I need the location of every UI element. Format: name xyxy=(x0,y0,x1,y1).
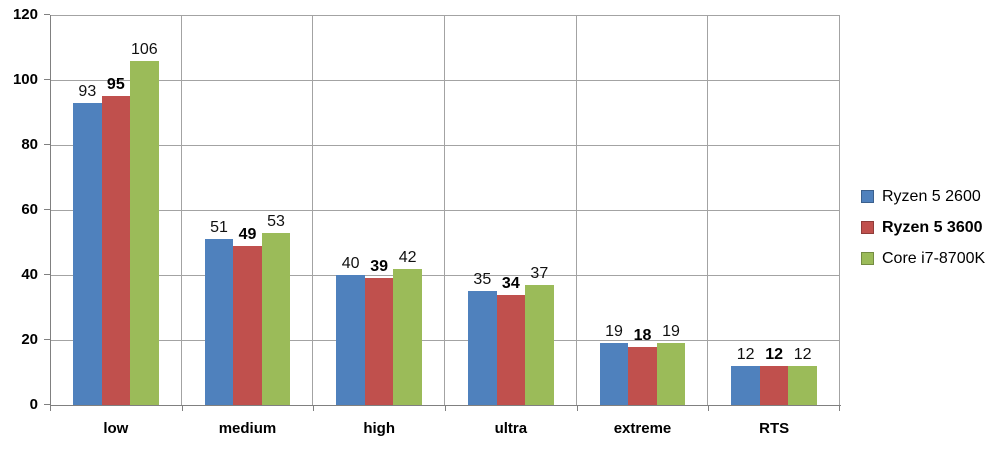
bar-high-ryzen-5-2600 xyxy=(336,275,365,405)
bar-ultra-ryzen-5-3600 xyxy=(496,294,526,405)
bar-extreme-ryzen-5-2600 xyxy=(599,343,629,405)
y-axis-tick-label: 60 xyxy=(21,201,38,218)
bar-RTS-ryzen-5-2600 xyxy=(731,366,760,405)
legend-label: Ryzen 5 2600 xyxy=(882,187,981,205)
legend-item: Ryzen 5 2600 xyxy=(861,188,985,205)
bar-value-label: 19 xyxy=(662,323,680,341)
bar-value-label: 12 xyxy=(736,346,755,363)
y-axis-tick-label: 0 xyxy=(29,396,38,413)
bar-high-ryzen-5-3600 xyxy=(364,278,394,405)
y-axis-tick xyxy=(44,14,50,15)
y-axis-tick xyxy=(44,144,50,145)
legend-label: Ryzen 5 3600 xyxy=(882,218,983,236)
bar-value-label: 12 xyxy=(793,346,812,363)
category-label: medium xyxy=(218,420,277,437)
y-axis-tick xyxy=(44,404,50,405)
gridline-horizontal xyxy=(50,275,840,276)
x-axis-tick xyxy=(445,406,446,411)
gridline-vertical xyxy=(707,15,709,405)
gridline-horizontal xyxy=(50,145,840,146)
bar-value-label: 95 xyxy=(106,76,125,94)
legend-color-swatch xyxy=(861,190,874,203)
bar-value-label: 106 xyxy=(130,40,158,58)
bar-value-label: 42 xyxy=(398,248,417,266)
x-axis-tick xyxy=(313,406,315,411)
category-label: low xyxy=(103,420,129,437)
bar-RTS-core-i7-8700k xyxy=(788,366,817,405)
bar-value-label: 49 xyxy=(238,225,257,243)
bar-ultra-ryzen-5-2600 xyxy=(468,291,497,405)
legend-color-swatch xyxy=(861,221,874,234)
bar-value-label: 34 xyxy=(501,274,520,292)
bar-medium-ryzen-5-2600 xyxy=(204,239,234,405)
bar-value-label: 39 xyxy=(370,258,389,276)
gridline-horizontal xyxy=(50,210,840,211)
y-axis-tick-label: 20 xyxy=(21,331,38,348)
bar-low-core-i7-8700k xyxy=(130,60,159,405)
category-label: extreme xyxy=(613,420,672,437)
bar-extreme-ryzen-5-3600 xyxy=(628,346,657,405)
bar-RTS-ryzen-5-3600 xyxy=(759,366,789,405)
bar-value-label: 18 xyxy=(633,326,652,344)
x-axis-line xyxy=(50,405,841,406)
bar-value-label: 19 xyxy=(605,323,623,341)
y-axis-tick-label: 40 xyxy=(21,266,38,283)
x-axis-tick xyxy=(839,406,840,411)
y-axis-line xyxy=(50,15,51,405)
bar-medium-core-i7-8700k xyxy=(261,232,291,405)
x-axis-tick xyxy=(576,406,578,411)
bar-high-core-i7-8700k xyxy=(393,268,422,405)
y-axis-tick xyxy=(44,209,50,210)
legend-color-swatch xyxy=(861,252,874,265)
gridline-horizontal xyxy=(50,340,840,341)
gridline-vertical xyxy=(312,15,314,405)
bar-extreme-core-i7-8700k xyxy=(656,343,686,405)
category-label: RTS xyxy=(759,420,790,437)
legend: Ryzen 5 2600 Ryzen 5 3600 Core i7-8700K xyxy=(861,188,985,281)
y-axis-tick xyxy=(44,339,50,340)
gridline-horizontal xyxy=(50,15,840,16)
y-axis-tick xyxy=(44,274,50,275)
category-label: ultra xyxy=(494,420,528,437)
legend-label: Core i7-8700K xyxy=(882,249,986,267)
bar-value-label: 53 xyxy=(267,212,285,230)
gridline-horizontal xyxy=(50,80,840,81)
bar-low-ryzen-5-2600 xyxy=(73,102,102,405)
x-axis-tick xyxy=(181,406,183,411)
plot-area: 93 95 106 51 49 53 40 39 42 35 34 37 19 18 19 12 12 12 xyxy=(50,15,840,405)
bar-value-label: 51 xyxy=(210,219,228,237)
gridline-vertical xyxy=(575,15,577,405)
bar-value-label: 37 xyxy=(530,264,549,282)
bar-value-label: 12 xyxy=(765,346,784,363)
bar-value-label: 40 xyxy=(341,255,360,272)
gridline-vertical xyxy=(444,15,445,405)
bar-low-ryzen-5-3600 xyxy=(101,96,131,405)
category-label: high xyxy=(363,420,395,437)
legend-item: Ryzen 5 3600 xyxy=(861,219,985,236)
y-axis-tick-label: 120 xyxy=(12,6,38,23)
x-axis-tick xyxy=(50,406,51,411)
legend-item: Core i7-8700K xyxy=(861,250,985,267)
bar-value-label: 35 xyxy=(473,271,492,289)
bar-ultra-core-i7-8700k xyxy=(525,284,554,405)
x-axis-tick xyxy=(708,406,710,411)
y-axis-tick-label: 100 xyxy=(12,71,38,88)
y-axis-tick xyxy=(44,79,50,80)
y-axis-tick-label: 80 xyxy=(21,136,38,153)
gridline-vertical xyxy=(180,15,182,405)
gridline-vertical xyxy=(839,15,840,405)
bar-value-label: 93 xyxy=(78,82,97,100)
bar-medium-ryzen-5-3600 xyxy=(233,245,262,405)
